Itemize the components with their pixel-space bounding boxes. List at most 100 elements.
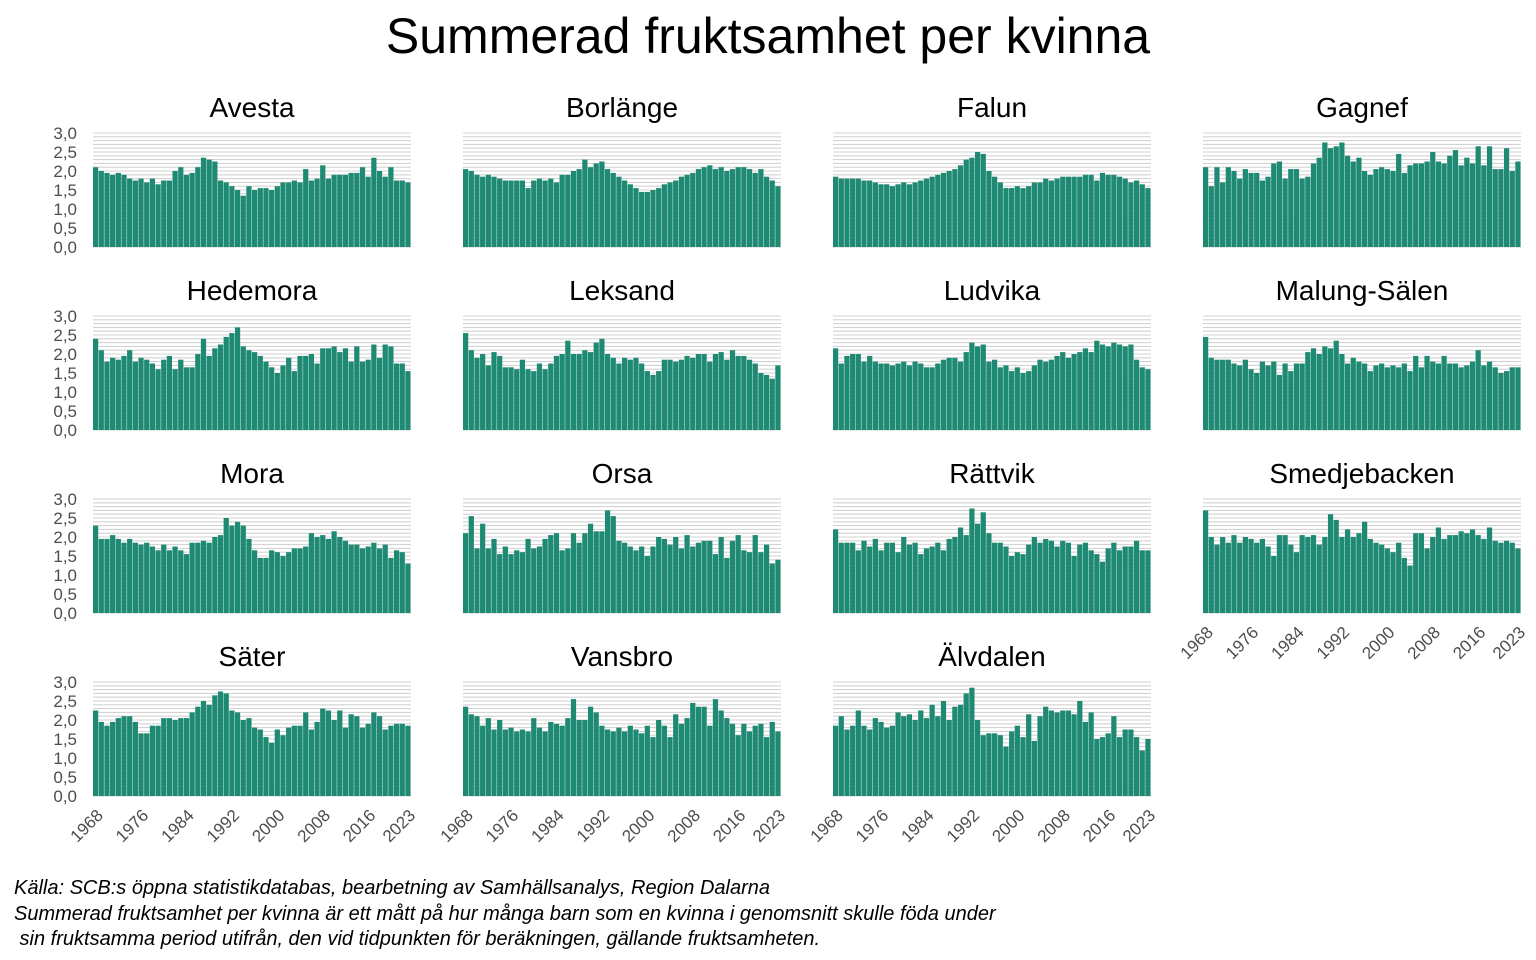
bar-mora-1981 [166, 550, 173, 613]
bar-mora-1968 [93, 525, 99, 613]
bar-smedjebacken-2002 [1396, 542, 1402, 613]
bar-smedjebacken-1984 [1293, 552, 1300, 613]
bar-alvdalen-1975 [872, 718, 878, 796]
bar-mora-1972 [115, 538, 121, 613]
bar-ludvika-1986 [935, 363, 941, 430]
bar-alvdalen-1998 [1003, 746, 1009, 796]
panel-borlange: Borlänge [463, 92, 781, 248]
bar-avesta-1973 [121, 174, 127, 247]
bar-hedemora-2022 [399, 363, 405, 430]
bar-rattvik-2022 [1139, 550, 1145, 613]
bar-smedjebacken-1971 [1220, 537, 1226, 613]
bar-vansbro-1985 [559, 725, 565, 796]
panel-sater: Säter 0,00,51,01,52,02,53,0 1968 1976 1984 19… [53, 641, 419, 846]
bar-mora-2021 [393, 550, 400, 613]
bar-malung-salen-1991 [1333, 340, 1339, 430]
bar-gagnef-1974 [1237, 178, 1243, 247]
bar-borlange-2003 [661, 184, 667, 247]
bar-sater-2020 [388, 725, 394, 796]
bar-alvdalen-2010 [1071, 714, 1077, 796]
bar-alvdalen-1978 [889, 725, 896, 796]
bar-borlange-1971 [480, 176, 486, 247]
y-tick-label: 3,0 [53, 490, 77, 509]
bar-vansbro-1976 [508, 727, 514, 796]
bar-smedjebacken-1970 [1214, 544, 1220, 613]
bar-vansbro-1990 [587, 706, 594, 796]
bar-ludvika-1979 [895, 363, 901, 430]
bar-mora-2008 [320, 535, 326, 613]
y-tick-label: 1,5 [53, 547, 77, 566]
bar-alvdalen-2019 [1122, 729, 1128, 796]
bar-sater-1995 [246, 718, 252, 796]
bar-vansbro-1974 [497, 720, 503, 796]
bar-borlange-1976 [508, 180, 514, 247]
bar-borlange-1973 [491, 176, 497, 247]
y-tick-label: 2,5 [53, 692, 77, 711]
bar-orsa-2013 [718, 537, 724, 613]
bar-avesta-2006 [308, 180, 315, 247]
bar-rattvik-2015 [1099, 561, 1106, 613]
bar-rattvik-2008 [1060, 540, 1066, 613]
x-tick-label: 2023 [749, 806, 789, 846]
bar-rattvik-1976 [878, 550, 884, 613]
bar-ludvika-1989 [952, 357, 958, 430]
bar-alvdalen-1981 [906, 714, 913, 796]
bar-alvdalen-2020 [1128, 729, 1134, 796]
bar-gagnef-1970 [1214, 167, 1220, 247]
bar-gagnef-1992 [1339, 142, 1345, 247]
bar-leksand-1968 [463, 333, 469, 430]
bar-avesta-1971 [110, 174, 116, 247]
bar-sater-2017 [371, 712, 377, 796]
bar-avesta-1982 [172, 171, 178, 247]
bar-alvdalen-1980 [901, 716, 907, 796]
bar-sater-2012 [342, 727, 349, 796]
bar-rattvik-1975 [872, 538, 878, 613]
bar-ludvika-2015 [1099, 344, 1106, 430]
bar-gagnef-2010 [1441, 163, 1447, 247]
bar-vansbro-2003 [661, 725, 667, 796]
bar-falun-2015 [1099, 172, 1106, 247]
bar-ludvika-1994 [980, 344, 986, 430]
bar-sater-1988 [206, 704, 212, 796]
bar-alvdalen-2011 [1077, 701, 1083, 796]
bar-gagnef-1975 [1242, 169, 1248, 247]
bar-leksand-2016 [735, 355, 741, 430]
bar-ludvika-2014 [1094, 340, 1100, 430]
bar-rattvik-1991 [963, 535, 969, 613]
bar-leksand-2014 [724, 359, 730, 430]
bar-falun-2001 [1020, 188, 1026, 247]
bar-smedjebacken-1983 [1288, 544, 1294, 613]
bar-vansbro-1996 [622, 731, 628, 796]
bar-avesta-2007 [314, 178, 320, 247]
bar-hedemora-1985 [189, 367, 195, 430]
bar-hedemora-2004 [297, 355, 303, 430]
bar-falun-1991 [963, 159, 969, 247]
bar-mora-1982 [172, 546, 178, 613]
bar-leksand-2005 [673, 361, 679, 430]
panel-title: Avesta [209, 92, 295, 123]
bar-falun-2004 [1037, 182, 1043, 247]
bar-leksand-2000 [644, 371, 650, 430]
bar-ludvika-2011 [1077, 352, 1083, 430]
bar-leksand-2003 [661, 359, 667, 430]
bar-avesta-1994 [240, 195, 246, 247]
bar-sater-2010 [331, 720, 337, 796]
bar-mora-1992 [229, 525, 235, 613]
bar-hedemora-1983 [178, 359, 184, 430]
bar-gagnef-2017 [1481, 165, 1487, 247]
bar-malung-salen-2021 [1503, 371, 1510, 430]
bar-ludvika-2000 [1014, 367, 1020, 430]
bar-sater-1980 [161, 718, 167, 796]
bar-ludvika-1998 [1003, 365, 1009, 430]
bar-borlange-2019 [752, 172, 758, 247]
bar-mora-1999 [269, 550, 275, 613]
bar-vansbro-1997 [627, 725, 633, 796]
bar-ludvika-1972 [855, 354, 861, 430]
bar-malung-salen-1970 [1214, 359, 1220, 430]
bar-vansbro-2009 [695, 706, 702, 796]
bar-vansbro-1991 [593, 712, 599, 796]
bar-gagnef-1978 [1259, 180, 1266, 247]
bar-smedjebacken-1978 [1259, 538, 1266, 613]
bar-falun-1993 [974, 152, 981, 247]
x-tick-label: 1984 [528, 806, 568, 846]
